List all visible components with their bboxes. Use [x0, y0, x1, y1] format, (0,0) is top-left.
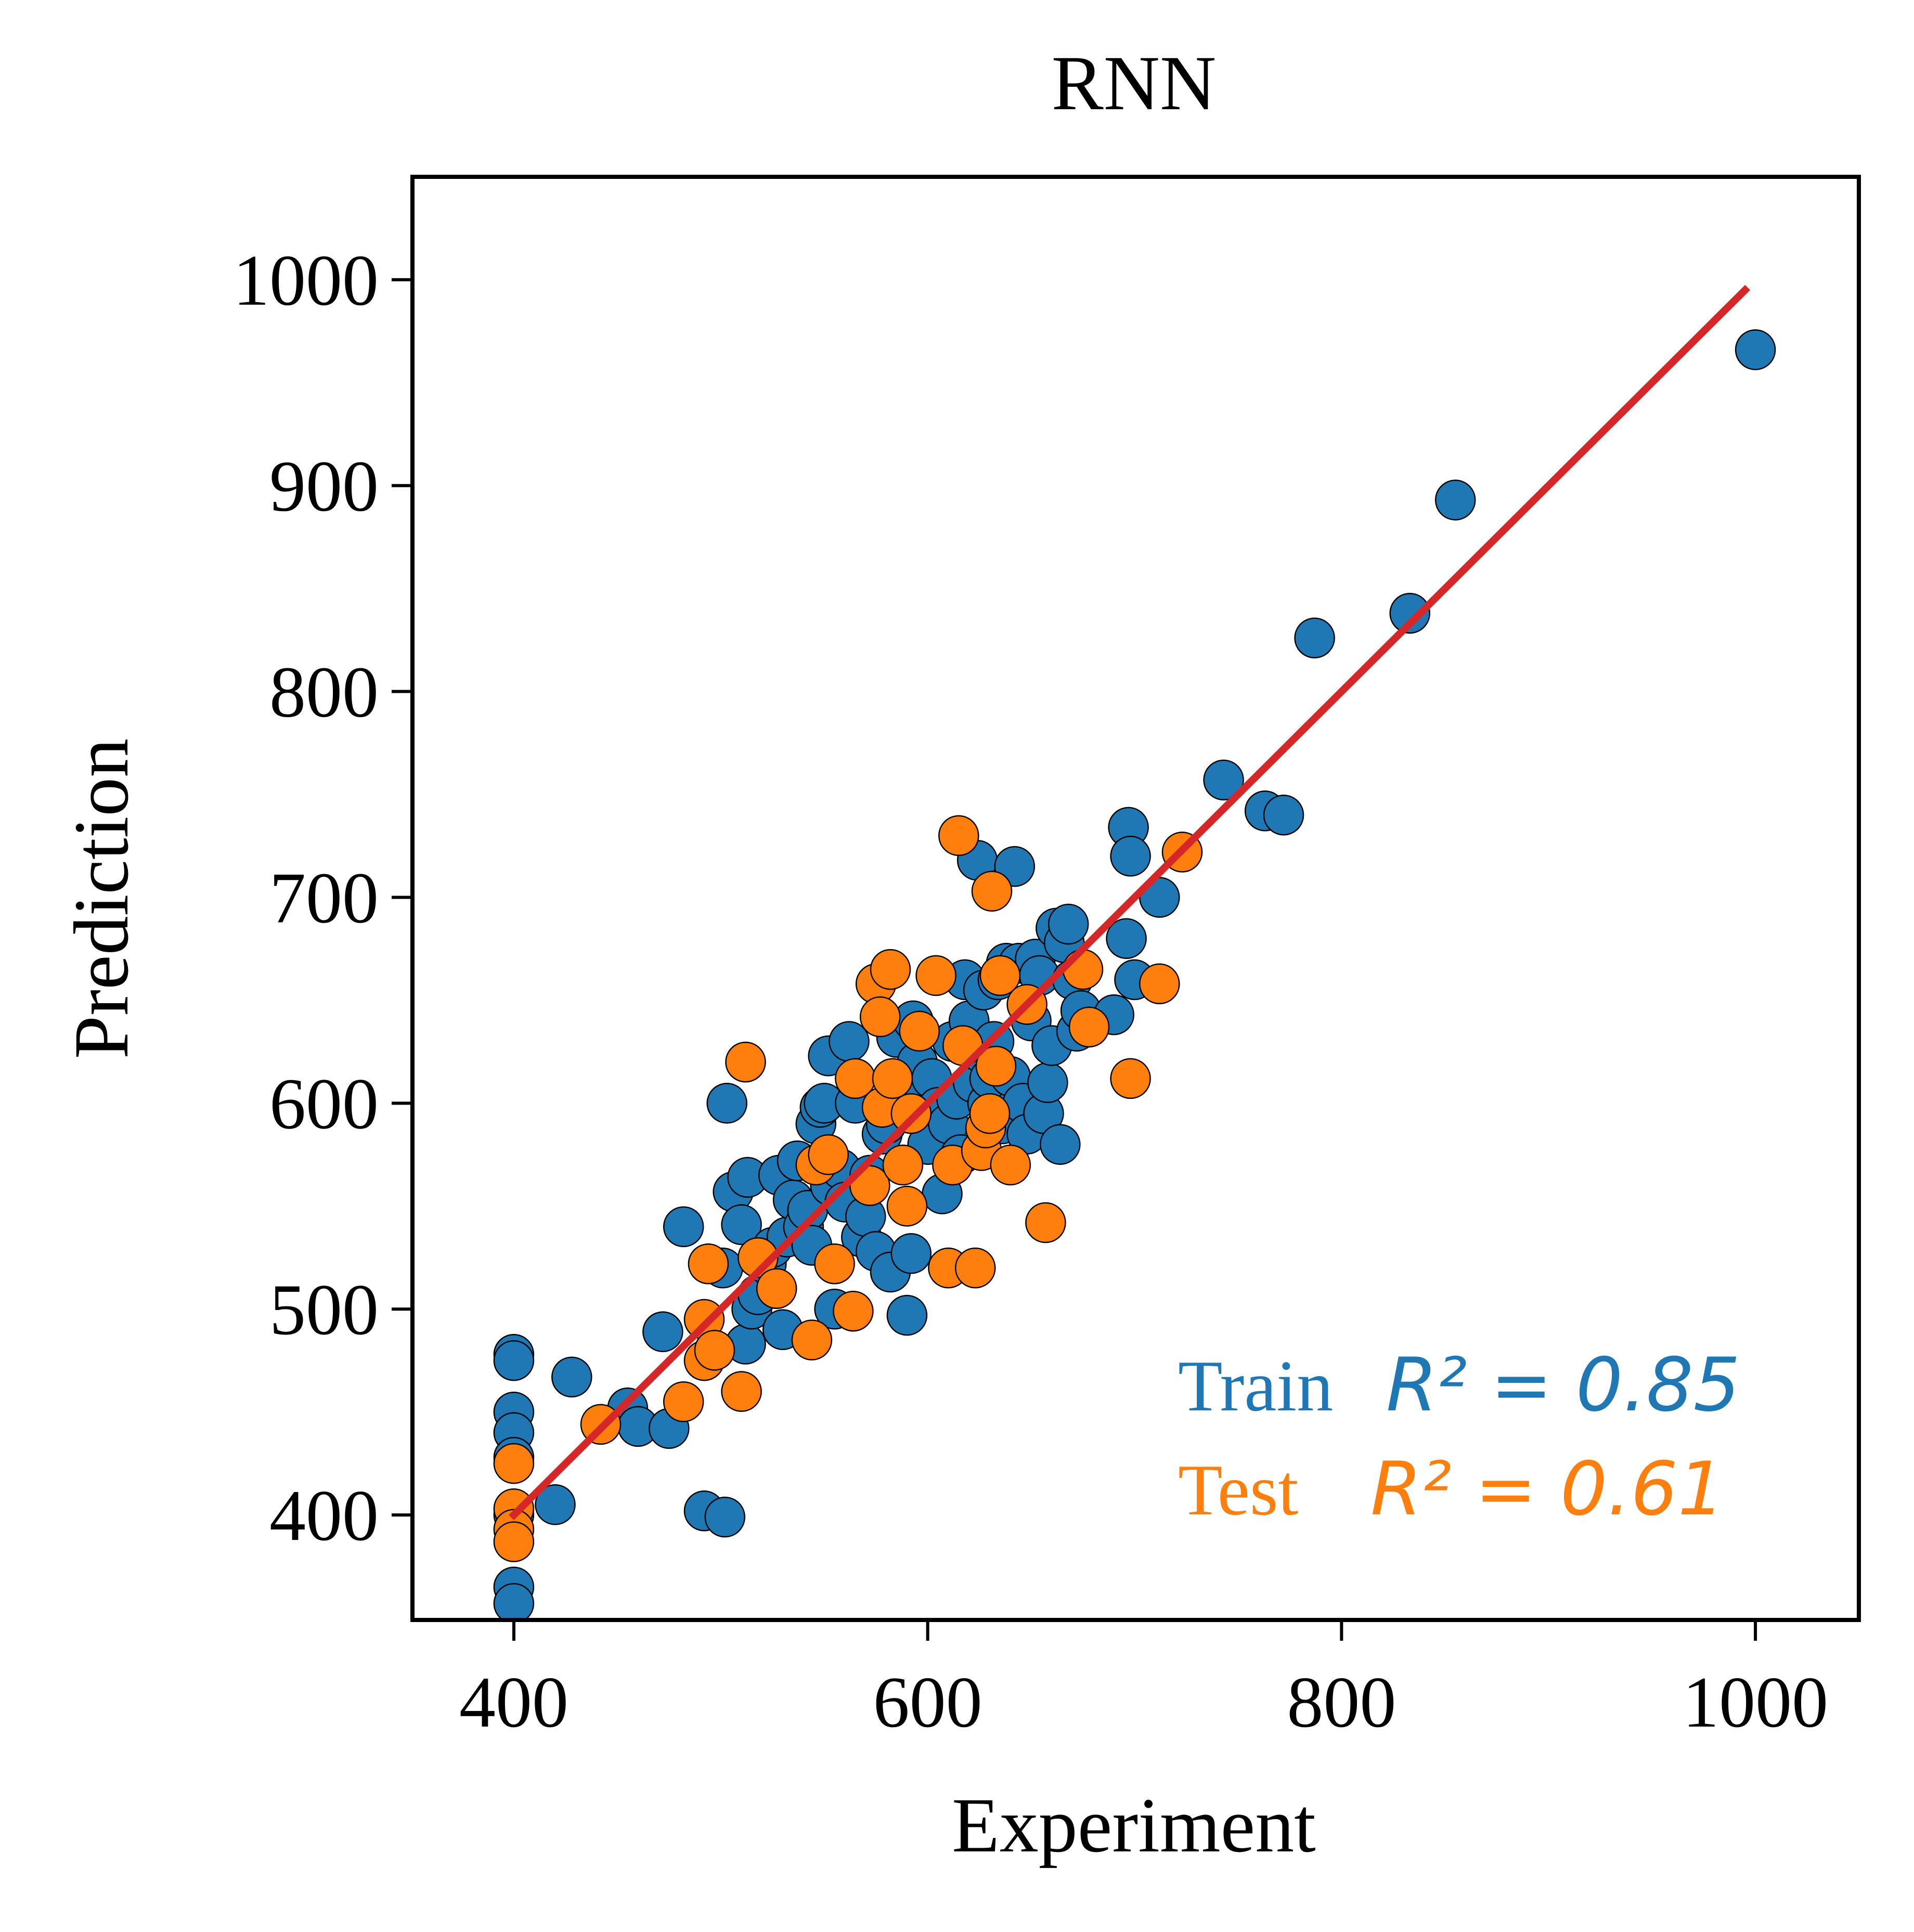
test-point — [721, 1371, 762, 1412]
identity-fit-line — [509, 284, 1751, 1521]
test-point — [493, 1443, 535, 1484]
test-point — [725, 1041, 766, 1083]
x-tick-label: 400 — [459, 1662, 568, 1743]
train-point — [1263, 794, 1304, 836]
train-point — [663, 1206, 704, 1248]
test-point — [938, 815, 979, 857]
train-point — [493, 1583, 535, 1620]
test-point — [954, 1247, 996, 1289]
x-tick-label: 600 — [873, 1662, 982, 1743]
test-point — [756, 1268, 797, 1309]
test-point — [971, 871, 1013, 912]
train-point — [551, 1356, 592, 1398]
x-tick-label: 1000 — [1683, 1662, 1828, 1743]
test-point — [886, 1186, 928, 1227]
train-point — [1106, 918, 1147, 959]
test-point — [979, 955, 1021, 996]
y-tick-label: 400 — [269, 1475, 379, 1556]
metrics-annotation: Train R² = 0.85 Test R² = 0.61 — [1178, 1342, 1740, 1532]
train-point — [1735, 329, 1776, 370]
train-point — [890, 1233, 932, 1274]
test-point — [1068, 1006, 1110, 1048]
test-point — [738, 1237, 779, 1278]
test-label: Test — [1178, 1450, 1298, 1531]
train-label: Train — [1178, 1346, 1333, 1427]
test-point — [493, 1521, 535, 1562]
train-point — [1389, 592, 1430, 634]
y-tick-label: 1000 — [233, 240, 379, 321]
train-point — [704, 1496, 746, 1538]
test-point — [833, 1290, 874, 1332]
test-point — [694, 1330, 735, 1371]
test-point — [969, 1093, 1011, 1134]
test-series — [493, 815, 1203, 1562]
train-point — [1040, 1124, 1081, 1165]
y-tick-label: 900 — [269, 446, 379, 527]
train-point — [1434, 479, 1476, 521]
x-axis: 400 600 800 1000 — [459, 1620, 1828, 1743]
y-tick-label: 500 — [269, 1269, 379, 1350]
test-point — [1110, 1058, 1151, 1099]
test-point — [872, 1058, 913, 1099]
train-r2-value: R² = 0.85 — [1386, 1342, 1740, 1428]
train-point — [535, 1484, 576, 1525]
test-point — [890, 1093, 932, 1134]
train-point — [1110, 836, 1151, 877]
test-point — [859, 996, 901, 1038]
train-point — [1294, 617, 1335, 658]
test-point — [1139, 963, 1180, 1005]
test-point — [1025, 1202, 1066, 1243]
y-axis-label: Prediction — [58, 738, 145, 1059]
y-tick-label: 800 — [269, 652, 379, 733]
test-point — [791, 1319, 833, 1360]
chart-title: RNN — [1052, 40, 1217, 126]
train-point — [886, 1294, 928, 1336]
test-point — [975, 1045, 1017, 1087]
test-r2-value: R² = 0.61 — [1370, 1446, 1725, 1532]
x-tick-label: 800 — [1287, 1662, 1396, 1743]
x-axis-label: Experiment — [952, 1782, 1316, 1869]
test-point — [899, 1010, 940, 1052]
y-tick-label: 600 — [269, 1064, 379, 1144]
test-point — [688, 1243, 729, 1285]
test-point — [808, 1134, 849, 1175]
train-point — [1203, 759, 1244, 801]
test-point — [663, 1381, 704, 1422]
y-axis: 400 500 600 700 800 900 1000 — [233, 240, 412, 1556]
train-point — [493, 1340, 535, 1381]
test-point — [882, 1144, 924, 1186]
test-point — [870, 949, 911, 990]
plot-area — [493, 284, 1776, 1620]
train-point — [1047, 903, 1089, 945]
test-point — [814, 1243, 855, 1285]
test-point — [990, 1144, 1031, 1186]
test-point — [915, 955, 956, 996]
y-tick-label: 700 — [269, 858, 379, 939]
test-point — [1062, 949, 1104, 990]
train-point — [642, 1311, 683, 1353]
train-point — [721, 1204, 762, 1246]
train-point — [1027, 1062, 1068, 1104]
train-point — [706, 1083, 747, 1124]
